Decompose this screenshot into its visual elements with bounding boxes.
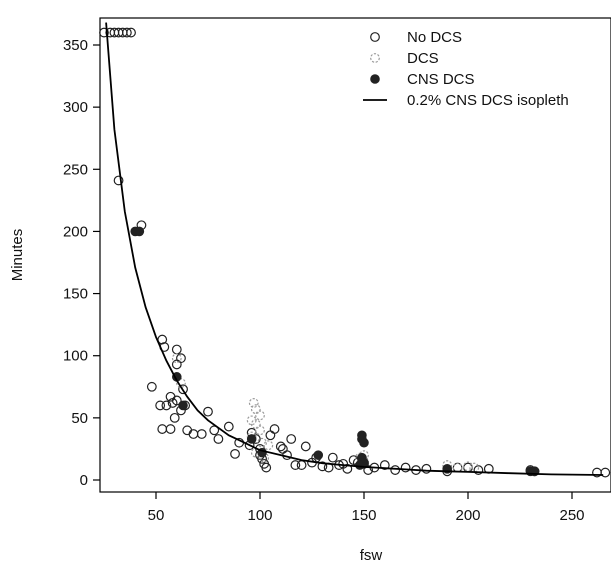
x-tick-label: 50 — [148, 507, 165, 524]
axes: 50 100 150 200 250 0 50 100 150 200 250 300 350 — [63, 37, 585, 524]
y-tick-label: 350 — [63, 37, 88, 54]
no-dcs-point — [171, 359, 182, 370]
no-dcs-point — [290, 460, 301, 470]
no-dcs-point — [161, 400, 172, 411]
x-tick-label: 250 — [559, 507, 584, 524]
no-dcs-point — [275, 441, 286, 452]
dcs-point — [257, 437, 267, 448]
legend-marker — [370, 53, 380, 63]
dcs-point — [469, 462, 480, 473]
no-dcs-point — [600, 467, 611, 478]
no-dcs-point — [390, 465, 401, 475]
y-tick-label: 300 — [63, 99, 88, 116]
dcs-point — [250, 404, 261, 415]
legend-label: No DCS — [407, 29, 462, 46]
series-dcs — [171, 353, 480, 473]
y-tick-label: 100 — [63, 348, 88, 365]
no-dcs-point — [209, 425, 220, 436]
no-dcs-point — [363, 465, 374, 475]
cns-dcs-point — [246, 434, 257, 444]
dcs-point — [246, 415, 257, 426]
no-dcs-point — [223, 421, 234, 432]
no-dcs-point — [196, 429, 207, 439]
x-tick-label: 100 — [247, 507, 272, 524]
no-dcs-point — [277, 444, 288, 454]
no-dcs-point — [342, 463, 353, 474]
y-tick-label: 50 — [71, 410, 88, 427]
no-dcs-point — [265, 430, 276, 441]
y-tick-label: 200 — [63, 223, 88, 240]
no-dcs-point — [171, 344, 182, 355]
no-dcs-point — [296, 460, 307, 470]
no-dcs-point — [261, 462, 272, 473]
no-dcs-point — [317, 461, 328, 472]
legend-marker — [370, 32, 380, 42]
no-dcs-point — [188, 429, 199, 439]
no-dcs-point — [213, 434, 224, 444]
legend: No DCS DCS CNS DCS 0.2% CNS DCS isopleth — [363, 29, 569, 109]
no-dcs-point — [300, 441, 311, 452]
no-dcs-point — [327, 452, 338, 463]
no-dcs-point — [121, 27, 132, 38]
no-dcs-point — [169, 412, 180, 423]
no-dcs-point — [230, 449, 240, 459]
no-dcs-point — [113, 175, 124, 186]
no-dcs-point — [165, 424, 176, 434]
dcs-point — [255, 425, 265, 436]
no-dcs-point — [178, 384, 188, 395]
cns-dcs-point — [313, 450, 324, 460]
plot-frame — [99, 17, 611, 493]
dcs-point — [263, 440, 274, 451]
no-dcs-point — [203, 406, 213, 417]
legend-marker — [370, 74, 380, 84]
dcs-point — [255, 410, 265, 421]
isopleth-curve — [105, 22, 604, 476]
no-dcs-point — [155, 400, 166, 411]
cns-dcs-point — [134, 226, 145, 237]
dcs-point — [463, 461, 473, 472]
cns-dcs-point — [178, 400, 188, 411]
x-tick-label: 200 — [455, 507, 480, 524]
dcs-point — [246, 431, 257, 442]
y-axis-label: Minutes — [9, 229, 26, 282]
no-dcs-point — [379, 460, 390, 470]
no-dcs-point — [126, 27, 136, 38]
dcs-point — [442, 460, 453, 470]
curve-layer — [105, 22, 604, 476]
no-dcs-point — [182, 425, 193, 436]
no-dcs-point — [269, 424, 280, 434]
legend-label: DCS — [407, 50, 439, 67]
no-dcs-point — [421, 463, 432, 474]
y-tick-label: 250 — [63, 161, 88, 178]
x-axis-label: fsw — [360, 547, 383, 564]
cns-dcs-point — [355, 460, 365, 470]
dcs-point — [171, 353, 182, 364]
no-dcs-point — [400, 462, 411, 473]
no-dcs-point — [99, 27, 109, 38]
legend-label: CNS DCS — [407, 71, 475, 88]
dcs-point — [248, 398, 259, 408]
dcs-point — [452, 462, 463, 473]
no-dcs-point — [146, 381, 157, 392]
dcs-point — [250, 419, 261, 429]
y-tick-label: 0 — [80, 472, 88, 489]
legend-label: 0.2% CNS DCS isopleth — [407, 92, 569, 109]
cns-dcs-point — [359, 437, 369, 448]
x-tick-label: 150 — [351, 507, 376, 524]
y-tick-label: 150 — [63, 286, 88, 303]
no-dcs-point — [167, 398, 178, 408]
no-dcs-point — [157, 424, 168, 434]
no-dcs-point — [286, 434, 297, 444]
